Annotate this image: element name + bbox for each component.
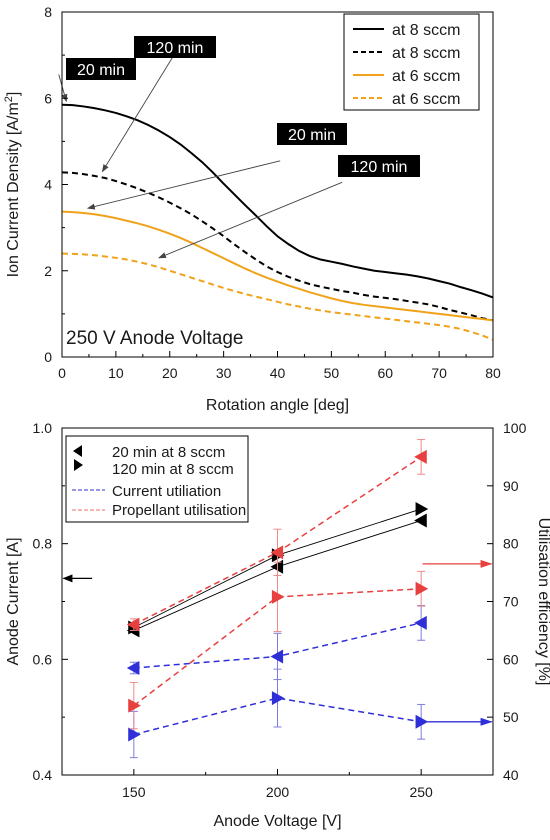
y-tick-label: 0.6 bbox=[33, 651, 53, 667]
data-point-2-0-2 bbox=[414, 615, 427, 630]
data-point-2-0-0 bbox=[126, 661, 140, 676]
legend-marker-triangle-left bbox=[73, 445, 82, 457]
bottom-legend: 20 min at 8 sccm 120 min at 8 sccm Curre… bbox=[65, 435, 249, 523]
bottom-y-axis-label: Anode Current [A] bbox=[5, 537, 22, 665]
data-point-0-1 bbox=[270, 559, 284, 574]
x-tick-label: 250 bbox=[409, 784, 433, 800]
y-tick-label: 2 bbox=[44, 263, 52, 279]
legend-label: at 6 sccm bbox=[392, 68, 460, 85]
annotation-label: 20 min bbox=[66, 58, 136, 80]
svg-text:120 min: 120 min bbox=[147, 40, 204, 57]
legend-label: Propellant utilisation bbox=[112, 502, 246, 519]
data-point-1-2 bbox=[415, 501, 429, 516]
bottom-legend-box bbox=[65, 435, 249, 523]
y2-tick-label: 80 bbox=[503, 536, 519, 552]
top-y-ticks: 0 2 4 6 8 bbox=[44, 4, 68, 365]
top-chart-series bbox=[61, 103, 494, 341]
top-x-axis-label: Rotation angle [deg] bbox=[206, 397, 349, 414]
y-tick-label: 0 bbox=[44, 349, 52, 365]
series-line-1 bbox=[61, 171, 494, 322]
data-point-3-1-2 bbox=[415, 581, 429, 596]
y-tick-label: 4 bbox=[44, 177, 52, 193]
ion-current-density-chart: 0 10 20 30 40 50 60 70 80 0 2 4 6 8 Rotation angle [… bbox=[3, 4, 501, 414]
y-tick-label: 6 bbox=[44, 90, 52, 106]
x-tick-label: 80 bbox=[485, 365, 501, 381]
data-point-3-1-1 bbox=[271, 589, 285, 604]
data-point-3-1-0 bbox=[128, 698, 141, 713]
legend-marker-triangle-right bbox=[74, 459, 83, 471]
y-tick-label: 8 bbox=[44, 4, 52, 20]
inset-text: 250 V Anode Voltage bbox=[66, 328, 244, 349]
anode-current-chart: 150 200 250 0.4 0.6 0.8 1.0 40 50 60 70 80 90 100 A… bbox=[5, 420, 550, 830]
y-tick-label: 0.8 bbox=[33, 536, 53, 552]
annotation-label: 20 min bbox=[277, 123, 347, 145]
data-point-2-1-1 bbox=[271, 691, 285, 706]
data-point-3-0-0 bbox=[126, 617, 140, 632]
legend-label: Current utiliation bbox=[112, 483, 221, 500]
annotation-label: 120 min bbox=[338, 155, 420, 177]
y2-tick-label: 70 bbox=[503, 594, 519, 610]
svg-text:20 min: 20 min bbox=[77, 62, 125, 79]
y2-tick-label: 100 bbox=[503, 420, 527, 436]
top-y-axis-label: Ion Current Density [A/m2] bbox=[3, 92, 22, 278]
data-point-3-0-1 bbox=[270, 545, 284, 560]
top-chart-annotations bbox=[58, 44, 343, 259]
x-tick-label: 30 bbox=[216, 365, 232, 381]
legend-label: 120 min at 8 sccm bbox=[112, 461, 234, 478]
bottom-y-ticks: 0.4 0.6 0.8 1.0 bbox=[33, 420, 68, 783]
legend-label: at 8 sccm bbox=[392, 22, 460, 39]
bottom-x-axis-label: Anode Voltage [V] bbox=[213, 813, 341, 830]
x-tick-label: 150 bbox=[122, 784, 146, 800]
x-tick-label: 50 bbox=[324, 365, 340, 381]
legend-label: at 8 sccm bbox=[392, 45, 460, 62]
data-point-2-1-0 bbox=[128, 727, 141, 742]
bottom-y2-ticks: 40 50 60 70 80 90 100 bbox=[487, 420, 527, 783]
bottom-x-ticks: 150 200 250 bbox=[122, 769, 433, 800]
svg-text:120 min: 120 min bbox=[351, 159, 408, 176]
series-line-2 bbox=[61, 210, 494, 322]
data-point-3-0-2 bbox=[414, 449, 427, 464]
data-point-2-1-2 bbox=[415, 714, 429, 729]
x-tick-label: 10 bbox=[108, 365, 124, 381]
y2-tick-label: 50 bbox=[503, 709, 519, 725]
y-tick-label: 1.0 bbox=[33, 420, 53, 436]
y2-tick-label: 60 bbox=[503, 651, 519, 667]
axis-indicator-arrows bbox=[62, 559, 493, 726]
annotation-arrow-3 bbox=[158, 181, 343, 259]
bottom-y2-axis-label: Utilisation efficiency [%] bbox=[535, 518, 550, 686]
x-tick-label: 70 bbox=[431, 365, 447, 381]
y-tick-label: 0.4 bbox=[33, 767, 53, 783]
x-tick-label: 40 bbox=[270, 365, 286, 381]
annotation-arrow-1 bbox=[101, 44, 181, 173]
x-tick-label: 20 bbox=[162, 365, 178, 381]
x-tick-label: 0 bbox=[58, 365, 66, 381]
series-line-2-1 bbox=[133, 697, 422, 736]
annotation-label: 120 min bbox=[134, 36, 216, 58]
bottom-chart-series bbox=[126, 439, 429, 759]
y2-tick-label: 40 bbox=[503, 767, 519, 783]
annotation-arrow-0 bbox=[58, 74, 68, 103]
annotation-arrow-2 bbox=[86, 160, 281, 210]
data-point-0-2 bbox=[414, 513, 427, 528]
legend-label: 20 min at 8 sccm bbox=[112, 444, 225, 461]
y2-tick-label: 90 bbox=[503, 478, 519, 494]
top-legend: at 8 sccm at 8 sccm at 6 sccm at 6 sccm bbox=[343, 13, 480, 111]
top-x-ticks: 0 10 20 30 40 50 60 70 80 bbox=[58, 351, 501, 381]
x-tick-label: 60 bbox=[377, 365, 393, 381]
legend-label: at 6 sccm bbox=[392, 91, 460, 108]
series-line-0 bbox=[61, 103, 494, 299]
data-point-2-0-1 bbox=[270, 649, 284, 664]
x-tick-label: 200 bbox=[266, 784, 290, 800]
svg-text:20 min: 20 min bbox=[288, 127, 336, 144]
series-line-3 bbox=[61, 252, 494, 341]
